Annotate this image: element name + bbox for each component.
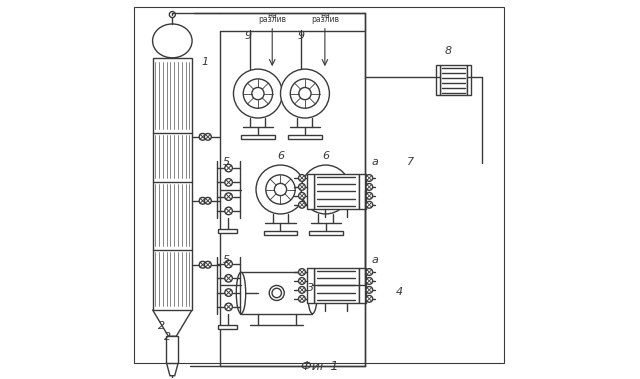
Bar bbox=[436, 65, 440, 96]
Circle shape bbox=[366, 183, 372, 190]
Ellipse shape bbox=[272, 288, 282, 298]
Bar bbox=[359, 174, 365, 209]
Circle shape bbox=[299, 88, 311, 100]
Text: 7: 7 bbox=[407, 157, 414, 167]
Text: 3: 3 bbox=[307, 283, 314, 293]
Circle shape bbox=[298, 269, 305, 276]
Text: на: на bbox=[320, 11, 330, 20]
Bar bbox=[467, 65, 471, 96]
Circle shape bbox=[225, 207, 232, 215]
Polygon shape bbox=[166, 363, 179, 376]
Text: 9: 9 bbox=[298, 31, 305, 41]
Circle shape bbox=[199, 133, 206, 140]
Bar bbox=[152, 58, 192, 310]
Bar bbox=[218, 229, 237, 233]
Circle shape bbox=[366, 269, 372, 276]
Ellipse shape bbox=[152, 24, 192, 58]
Text: 9: 9 bbox=[245, 31, 252, 41]
Bar bbox=[440, 65, 467, 96]
Circle shape bbox=[366, 277, 372, 284]
Circle shape bbox=[298, 287, 305, 293]
Text: разлив: разлив bbox=[258, 15, 286, 24]
Circle shape bbox=[301, 165, 350, 214]
Circle shape bbox=[199, 262, 206, 268]
Text: а: а bbox=[371, 255, 378, 265]
Circle shape bbox=[266, 175, 295, 204]
Bar bbox=[308, 231, 342, 235]
Circle shape bbox=[256, 165, 305, 214]
Circle shape bbox=[205, 133, 211, 140]
Bar bbox=[307, 268, 314, 303]
Text: 2: 2 bbox=[164, 332, 171, 342]
Circle shape bbox=[243, 79, 273, 108]
Bar bbox=[359, 268, 365, 303]
Text: 6: 6 bbox=[277, 151, 284, 161]
Circle shape bbox=[298, 277, 305, 284]
Circle shape bbox=[366, 193, 372, 199]
Bar bbox=[314, 174, 359, 209]
Polygon shape bbox=[152, 310, 192, 336]
Circle shape bbox=[225, 303, 232, 311]
Circle shape bbox=[225, 289, 232, 296]
Text: 5: 5 bbox=[222, 255, 230, 265]
Bar bbox=[314, 268, 359, 303]
Circle shape bbox=[298, 296, 305, 302]
Circle shape bbox=[366, 201, 372, 208]
Bar bbox=[218, 325, 237, 329]
Circle shape bbox=[225, 193, 232, 200]
Bar bbox=[264, 231, 298, 235]
Text: а: а bbox=[371, 157, 378, 167]
Circle shape bbox=[298, 193, 305, 199]
Ellipse shape bbox=[236, 272, 246, 314]
Circle shape bbox=[199, 197, 206, 204]
Bar bbox=[166, 336, 179, 363]
Circle shape bbox=[225, 164, 232, 172]
Text: 2: 2 bbox=[159, 321, 166, 331]
Circle shape bbox=[298, 175, 305, 182]
Bar bbox=[288, 135, 322, 139]
Circle shape bbox=[225, 179, 232, 186]
Circle shape bbox=[298, 183, 305, 190]
Circle shape bbox=[298, 201, 305, 208]
Circle shape bbox=[291, 79, 319, 108]
Circle shape bbox=[234, 69, 282, 118]
Bar bbox=[307, 174, 314, 209]
Text: Фиг 1: Фиг 1 bbox=[301, 360, 339, 373]
Circle shape bbox=[205, 197, 211, 204]
Circle shape bbox=[319, 183, 332, 196]
Ellipse shape bbox=[269, 285, 284, 301]
Bar bbox=[241, 135, 275, 139]
Text: разлив: разлив bbox=[311, 15, 339, 24]
Text: 5: 5 bbox=[222, 157, 230, 167]
Circle shape bbox=[366, 287, 372, 293]
Circle shape bbox=[366, 175, 372, 182]
Text: 8: 8 bbox=[444, 46, 451, 56]
Circle shape bbox=[225, 274, 232, 282]
Circle shape bbox=[280, 69, 330, 118]
Circle shape bbox=[275, 183, 287, 196]
Bar bbox=[241, 272, 312, 314]
Circle shape bbox=[205, 262, 211, 268]
Circle shape bbox=[170, 11, 175, 17]
Ellipse shape bbox=[308, 272, 317, 314]
Circle shape bbox=[252, 88, 264, 100]
Text: на: на bbox=[268, 11, 277, 20]
Circle shape bbox=[311, 175, 340, 204]
Text: 4: 4 bbox=[396, 287, 403, 297]
Circle shape bbox=[366, 296, 372, 302]
Circle shape bbox=[225, 260, 232, 268]
Text: 1: 1 bbox=[202, 57, 209, 67]
Text: 6: 6 bbox=[322, 151, 329, 161]
